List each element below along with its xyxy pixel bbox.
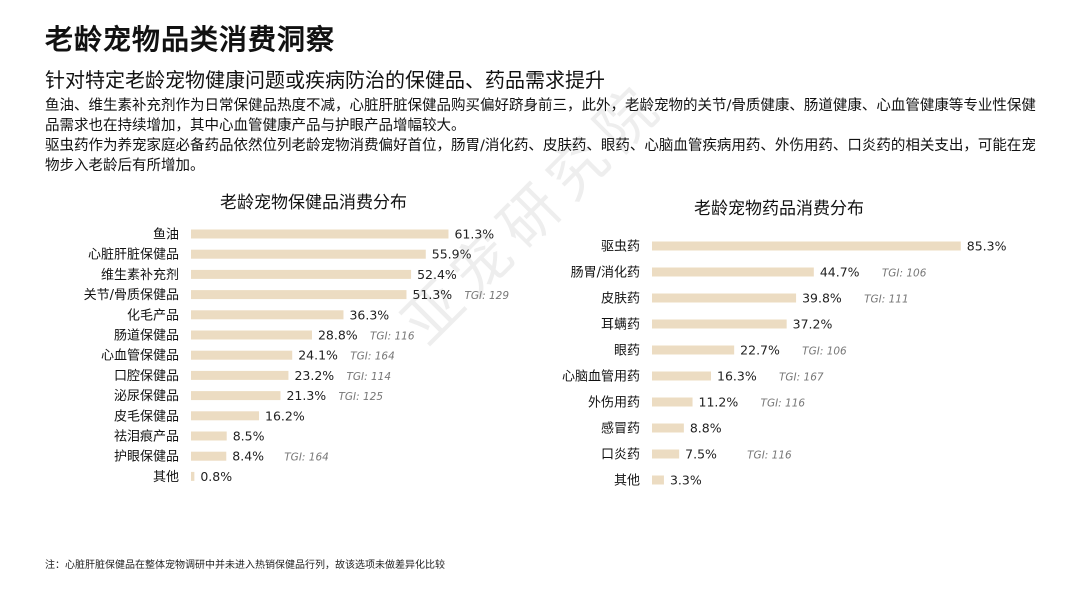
supplement-bar (191, 411, 260, 421)
supplement-category-label: 肠道保健品 (114, 329, 179, 344)
supplement-value-label: 24.1% (298, 348, 338, 363)
supplement-category-label: 皮毛保健品 (114, 409, 179, 424)
supplement-bar (191, 249, 426, 259)
supplement-category-label: 护眼保健品 (114, 450, 179, 465)
medicine-value-label: 44.7% (820, 265, 860, 280)
medicine-bar (652, 397, 693, 407)
medicine-category-label: 心脑血管用药 (562, 370, 640, 385)
medicine-category-label: 眼药 (614, 344, 640, 359)
medicine-bar (652, 475, 664, 485)
supplement-tgi-label: TGI: 125 (338, 391, 383, 403)
supplement-bar (191, 451, 227, 461)
page-title: 老龄宠物品类消费洞察 (45, 23, 336, 56)
page-subtitle: 针对特定老龄宠物健康问题或疾病防治的保健品、药品需求提升 (45, 68, 605, 92)
supplement-category-label: 心脏肝脏保健品 (88, 248, 179, 263)
supplement-tgi-label: TGI: 116 (370, 331, 415, 343)
medicine-tgi-label: TGI: 116 (761, 398, 806, 410)
supplement-bar (191, 370, 289, 380)
medicine-bar (652, 371, 712, 381)
medicine-bar (652, 319, 787, 329)
medicine-category-label: 外伤用药 (588, 396, 640, 411)
medicine-bar (652, 423, 684, 433)
supplement-bar (191, 330, 312, 340)
medicine-value-label: 3.3% (670, 473, 702, 488)
footnote: 注：心脏肝脏保健品在整体宠物调研中并未进入热销保健品行列，故该选项未做差异化比较 (45, 560, 445, 571)
medicine-category-label: 肠胃/消化药 (571, 266, 640, 281)
supplement-bar (191, 350, 293, 360)
medicine-tgi-label: TGI: 106 (802, 346, 847, 358)
supplement-category-label: 心血管保健品 (101, 349, 179, 364)
supplement-value-label: 0.8% (200, 469, 232, 484)
supplement-value-label: 23.2% (294, 368, 334, 383)
medicine-bar (652, 267, 814, 277)
supplement-bar (191, 269, 412, 279)
supplement-tgi-label: TGI: 114 (346, 371, 391, 383)
supplement-category-label: 其他 (153, 470, 179, 485)
medicine-tgi-label: TGI: 116 (747, 450, 792, 462)
supplement-category-label: 祛泪痕产品 (114, 429, 179, 445)
supplement-category-label: 关节/骨质保健品 (84, 288, 179, 303)
supplements-chart-title: 老龄宠物保健品消费分布 (220, 193, 407, 213)
supplement-value-label: 21.3% (286, 388, 326, 403)
medicine-category-label: 其他 (614, 474, 640, 489)
summary-paragraph-medicines: 驱虫药作为养宠家庭必备药品依然位列老龄宠物消费偏好首位，肠胃/消化药、皮肤药、眼… (45, 138, 1036, 174)
medicine-bar (652, 241, 961, 251)
supplement-value-label: 28.8% (318, 328, 358, 343)
medicine-value-label: 11.2% (699, 395, 739, 410)
supplement-value-label: 8.4% (232, 449, 264, 464)
medicine-tgi-label: TGI: 106 (882, 268, 927, 280)
supplement-value-label: 61.3% (454, 227, 494, 242)
medicine-category-label: 耳螨药 (601, 318, 640, 333)
medicine-value-label: 22.7% (740, 343, 780, 358)
supplement-bar (191, 431, 227, 441)
supplement-category-label: 泌尿保健品 (114, 389, 179, 404)
supplement-tgi-label: TGI: 164 (284, 452, 329, 464)
supplement-bar (191, 391, 281, 401)
supplement-value-label: 55.9% (432, 247, 472, 262)
supplement-value-label: 52.4% (417, 267, 457, 282)
medicine-category-label: 感冒药 (601, 421, 640, 437)
supplement-value-label: 8.5% (233, 429, 265, 444)
supplement-category-label: 化毛产品 (127, 308, 179, 323)
medicine-value-label: 7.5% (685, 447, 717, 462)
supplement-category-label: 维生素补充剂 (101, 267, 179, 283)
supplement-tgi-label: TGI: 164 (350, 351, 395, 363)
medicine-category-label: 驱虫药 (601, 240, 640, 255)
medicine-value-label: 8.8% (690, 421, 722, 436)
supplement-category-label: 鱼油 (153, 227, 179, 243)
medicine-bar (652, 449, 680, 459)
supplement-value-label: 16.2% (265, 408, 305, 423)
supplement-value-label: 51.3% (412, 287, 452, 302)
medicine-bar (652, 293, 797, 303)
medicine-category-label: 口炎药 (601, 448, 640, 463)
medicine-tgi-label: TGI: 167 (779, 372, 824, 384)
supplement-category-label: 口腔保健品 (114, 369, 179, 384)
supplement-bar (191, 229, 449, 239)
medicine-tgi-label: TGI: 111 (864, 294, 909, 306)
supplement-bar (191, 310, 344, 320)
medicine-value-label: 37.2% (793, 317, 833, 332)
summary-paragraph-supplements: 鱼油、维生素补充剂作为日常保健品热度不减，心脏肝脏保健品购买偏好跻身前三，此外，… (45, 98, 1036, 134)
medicine-category-label: 皮肤药 (601, 292, 640, 307)
supplement-bar (191, 290, 407, 300)
supplement-tgi-label: TGI: 129 (464, 290, 509, 302)
medicines-chart-title: 老龄宠物药品消费分布 (694, 199, 864, 219)
supplement-value-label: 36.3% (349, 307, 389, 322)
medicine-value-label: 16.3% (717, 369, 757, 384)
medicine-value-label: 39.8% (802, 291, 842, 306)
medicine-value-label: 85.3% (967, 239, 1007, 254)
medicine-bar (652, 345, 735, 355)
supplement-bar (191, 471, 195, 481)
